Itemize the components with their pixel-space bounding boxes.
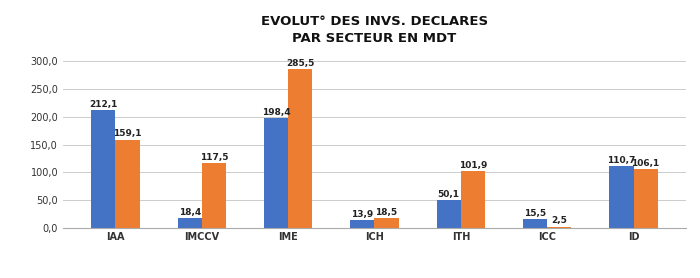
Bar xyxy=(374,218,399,228)
Text: 285,5: 285,5 xyxy=(286,59,314,68)
Text: 50,1: 50,1 xyxy=(438,190,460,199)
Bar xyxy=(288,69,312,228)
Bar xyxy=(264,118,288,228)
Bar xyxy=(609,167,634,228)
Bar xyxy=(437,200,461,228)
Bar xyxy=(91,110,116,228)
Text: 15,5: 15,5 xyxy=(524,209,546,218)
Bar xyxy=(634,169,658,228)
Text: 212,1: 212,1 xyxy=(89,100,118,109)
Bar xyxy=(350,220,374,228)
Text: 18,4: 18,4 xyxy=(178,208,201,217)
Text: 198,4: 198,4 xyxy=(262,108,290,116)
Text: 18,5: 18,5 xyxy=(375,208,398,217)
Text: 117,5: 117,5 xyxy=(199,153,228,162)
Bar xyxy=(547,227,571,228)
Bar xyxy=(116,140,140,228)
Text: 2,5: 2,5 xyxy=(552,217,567,225)
Bar xyxy=(178,218,202,228)
Text: 106,1: 106,1 xyxy=(631,159,659,168)
Title: EVOLUT° DES INVS. DECLARES
PAR SECTEUR EN MDT: EVOLUT° DES INVS. DECLARES PAR SECTEUR E… xyxy=(261,15,488,45)
Bar xyxy=(202,163,226,228)
Text: 159,1: 159,1 xyxy=(113,129,142,138)
Bar xyxy=(523,219,547,228)
Text: 110,7: 110,7 xyxy=(607,156,636,165)
Text: 13,9: 13,9 xyxy=(351,210,374,219)
Bar xyxy=(461,171,485,228)
Text: 101,9: 101,9 xyxy=(458,161,487,170)
